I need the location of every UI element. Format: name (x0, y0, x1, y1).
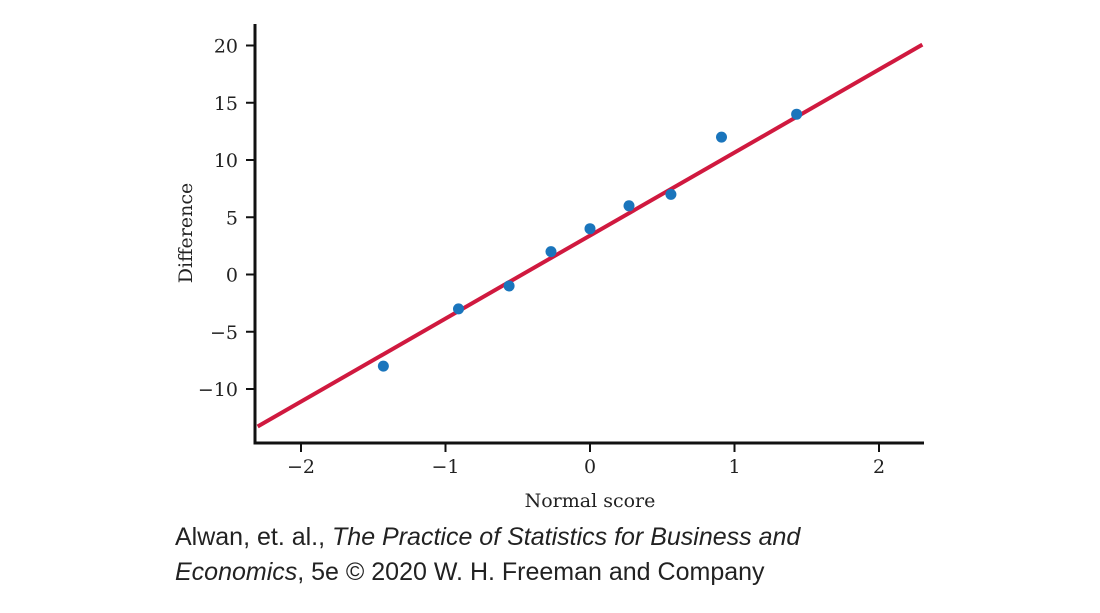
y-axis-label: Difference (175, 183, 197, 284)
x-tick-label: −2 (287, 456, 315, 478)
caption-edition-copyright: , 5e © 2020 W. H. Freeman and Company (297, 558, 765, 586)
data-point (665, 188, 677, 200)
x-tick-label: 2 (873, 456, 885, 478)
data-point (503, 280, 515, 292)
x-axis-label: Normal score (525, 490, 656, 512)
caption-book-title-cont: Economics (175, 558, 298, 586)
data-point (377, 360, 389, 372)
data-point (453, 303, 465, 315)
figure-caption: Alwan, et. al., The Practice of Statisti… (175, 520, 1075, 590)
data-point (791, 108, 803, 120)
y-tick-label: 20 (214, 36, 238, 58)
reference-line (256, 42, 924, 429)
y-tick-label: −5 (210, 322, 238, 344)
y-tick-label: −10 (198, 379, 238, 401)
data-point (623, 200, 635, 212)
caption-book-title: The Practice of Statistics for Business … (332, 523, 801, 551)
y-tick-label: 10 (214, 150, 238, 172)
axes (253, 24, 924, 445)
plot-area (256, 42, 924, 429)
y-tick-label: 15 (214, 93, 238, 115)
data-point (715, 131, 727, 143)
x-tick-label: −1 (431, 456, 459, 478)
caption-authors: Alwan, et. al., (175, 523, 333, 551)
x-tick-label: 0 (584, 456, 596, 478)
data-point (545, 246, 557, 258)
y-tick-label: 0 (226, 265, 238, 287)
x-tick-label: 1 (728, 456, 740, 478)
data-point (584, 223, 596, 235)
y-tick-label: 5 (226, 207, 238, 229)
